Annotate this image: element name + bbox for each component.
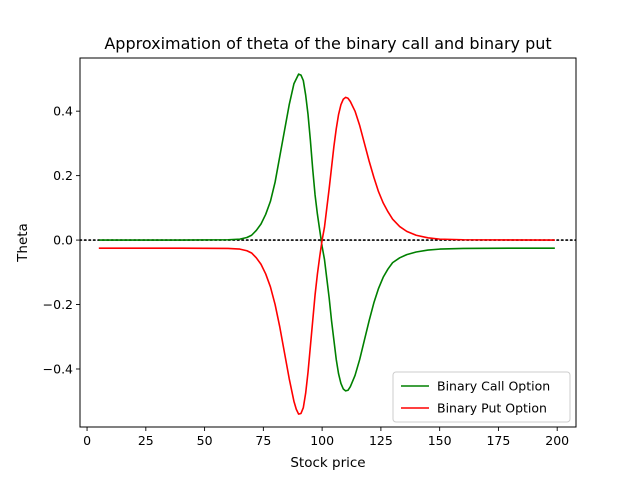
chart-title: Approximation of theta of the binary cal… <box>104 34 551 53</box>
x-tick-label: 125 <box>369 433 393 448</box>
y-tick-label: −0.4 <box>43 361 73 376</box>
x-tick-label: 175 <box>486 433 510 448</box>
x-axis-label: Stock price <box>290 455 365 471</box>
series-line-binary-call <box>98 73 555 392</box>
plot-frame <box>79 57 577 428</box>
x-tick-label: 25 <box>138 433 154 448</box>
y-tick-label: 0.2 <box>53 168 73 183</box>
y-axis-label: Theta <box>15 223 31 263</box>
legend-label: Binary Put Option <box>437 401 547 416</box>
x-tick-label: 75 <box>255 433 271 448</box>
y-tick-label: −0.2 <box>43 297 73 312</box>
x-tick-label: 100 <box>310 433 334 448</box>
series-line-binary-put <box>98 96 555 415</box>
legend: Binary Call Option Binary Put Option <box>392 371 571 423</box>
legend-box <box>392 371 571 423</box>
x-tick-label: 200 <box>545 433 569 448</box>
axis-ticks: 0 25 50 75 100 125 150 175 200 −0.4 −0.2 0.0 0.2 0.4 <box>43 104 570 448</box>
legend-label: Binary Call Option <box>437 379 550 394</box>
x-tick-label: 150 <box>428 433 452 448</box>
y-tick-label: 0.0 <box>53 233 73 248</box>
y-tick-label: 0.4 <box>53 104 73 119</box>
plot-area <box>80 73 576 415</box>
x-tick-label: 0 <box>83 433 91 448</box>
x-tick-label: 50 <box>197 433 213 448</box>
